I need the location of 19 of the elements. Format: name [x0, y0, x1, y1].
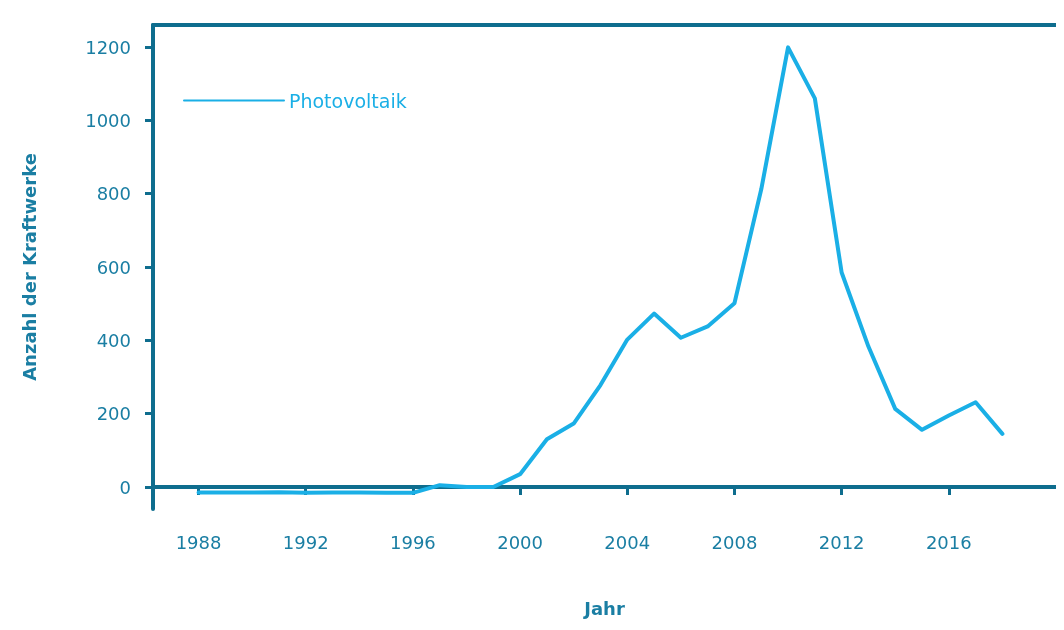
line-series — [196, 45, 1005, 495]
x-tick-label: 2004 — [604, 531, 651, 553]
x-tick-label: 2012 — [818, 531, 865, 553]
y-tick-label: 400 — [96, 329, 131, 351]
text: Photovoltaik — [289, 89, 407, 112]
x-tick-label: 1988 — [175, 531, 222, 553]
x-tick-label: 1996 — [390, 531, 436, 553]
y-tick-label: 200 — [96, 403, 131, 425]
y-tick-label: 0 — [119, 476, 131, 498]
y-tick-label: 800 — [96, 183, 131, 205]
x-tick-label: 2000 — [497, 531, 543, 553]
x-tick-label: 1992 — [282, 531, 329, 553]
y-tick-label: 1200 — [85, 36, 131, 58]
x-tick-label: 2008 — [711, 531, 758, 553]
y-tick-label: 1000 — [85, 109, 131, 131]
y-axis-title: Anzahl der Kraftwerke — [18, 153, 40, 381]
y-tick-label: 600 — [96, 256, 131, 278]
x-axis-title: Jahr — [582, 597, 625, 619]
x-tick-label: 2016 — [925, 531, 972, 553]
